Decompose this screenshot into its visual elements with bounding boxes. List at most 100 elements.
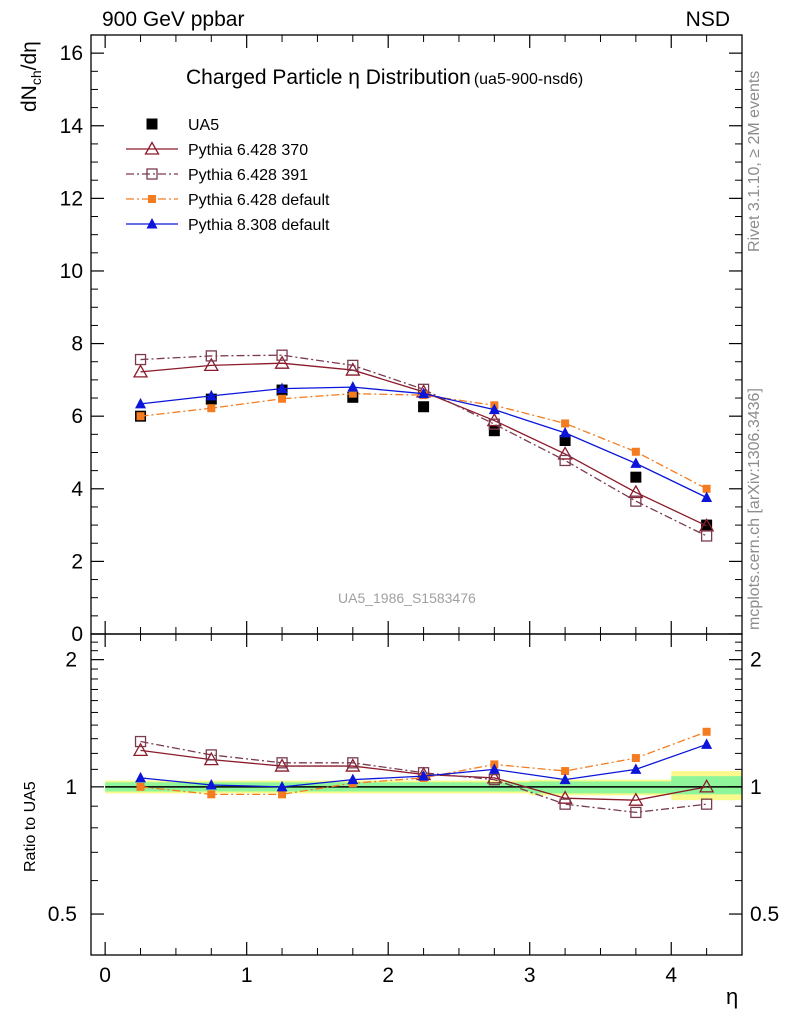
data-point-p8def-2 [276,382,288,394]
ratio-ytick-label: 0.5 [48,903,77,926]
ratio-point-p8def-7 [630,763,642,774]
ratio-ytick-label-right: 0.5 [750,903,779,926]
legend-marker-p6def [148,195,156,203]
main-ytick-label: 2 [71,550,83,573]
header-right-label: NSD [685,8,730,31]
ratio-point-p370-2 [274,758,290,772]
data-point-p6def-0 [136,412,145,421]
chart-title-text: Charged Particle η Distribution [186,66,471,89]
data-point-p370-7 [628,484,644,499]
data-point-p391-6 [559,454,571,467]
data-point-p6def-2 [278,394,287,403]
ratio-point-p391-1 [205,749,217,761]
ratio-ytick-label-right: 2 [750,649,762,672]
data-point-p6def-3 [348,389,357,398]
ratio-point-p391-5 [488,774,500,786]
data-point-p370-6 [557,446,573,460]
ratio-point-p8def-2 [276,780,288,792]
data-point-p370-1 [203,357,219,372]
series-line-p391 [140,354,707,537]
main-ytick-label: 4 [71,478,83,501]
legend-label-p6def: Pythia 6.428 default [188,192,330,209]
ratio-point-p391-7 [630,806,642,819]
data-point-p391-2 [276,349,288,361]
header-left-label: 900 GeV ppbar [102,8,245,31]
main-ytick-label: 8 [71,333,83,356]
ratio-point-p6def-6 [561,767,570,776]
side-text-rivet: Rivet 3.1.10, ≥ 2M events [746,70,763,252]
ratio-point-p6def-0 [136,782,145,791]
data-point-p8def-8 [701,491,713,503]
ratio-point-p370-6 [557,790,573,804]
ratio-point-p391-6 [559,798,571,810]
data-point-p8def-1 [205,389,217,401]
chart-subtitle: (ua5-900-nsd6) [473,71,584,88]
ratio-point-p8def-3 [347,773,359,785]
ratio-ytick-label: 1 [65,776,77,799]
ratio-point-p391-2 [276,757,288,769]
ratio-point-p8def-1 [205,779,217,790]
ratio-point-p370-1 [203,751,219,766]
y-axis-label-main-tail: /dη [18,41,41,71]
data-point-p391-7 [630,495,642,507]
ratio-point-p370-0 [132,742,149,757]
chart-title: Charged Particle η Distribution (ua5-900-… [186,66,583,90]
ratio-frame [90,633,743,956]
ratio-point-p391-0 [134,735,147,748]
main-ytick-label: 16 [60,42,83,65]
ratio-point-p391-3 [347,757,359,769]
main-ytick-label: 12 [60,187,83,210]
ratio-point-p8def-6 [559,773,571,785]
data-point-p6def-7 [631,447,640,456]
main-ytick-label: 0 [71,623,83,646]
ratio-point-p370-7 [628,792,644,806]
data-point-p370-3 [345,362,361,376]
legend-label-UA5: UA5 [188,117,219,134]
data-point-p8def-0 [135,397,147,409]
ratio-ytick-label: 2 [65,649,77,672]
legend: UA5 Pythia 6.428 370 Pythia 6.428 391 Pythi… [126,117,330,234]
data-point-p6def-6 [561,419,570,428]
xtick-label: 4 [665,964,677,987]
y-axis-label-main-stem: dN [18,85,41,112]
legend-marker-p370 [144,141,160,155]
data-point-UA5-5 [488,425,500,437]
y-axis-label-ratio: Ratio to UA5 [22,781,39,872]
data-point-UA5-4 [418,401,430,413]
data-point-p8def-3 [347,381,359,392]
ratio-ytick-label-right: 1 [750,776,762,799]
x-axis-label: η [726,984,739,1009]
data-point-p391-3 [347,359,359,372]
ratio-point-p6def-2 [278,790,287,799]
main-data-marks [132,349,715,542]
ratio-point-p370-8 [699,779,715,793]
data-point-p8def-7 [630,457,642,468]
data-point-p391-5 [488,418,500,430]
data-point-p391-8 [700,530,713,542]
legend-marker-UA5 [146,118,158,130]
data-point-p6def-1 [207,404,216,413]
ratio-point-p370-5 [486,770,502,784]
main-ytick-label: 10 [60,260,83,283]
xtick-label: 0 [99,964,111,987]
ratio-data-marks [132,727,715,819]
xtick-label: 2 [382,964,394,987]
ratio-point-p8def-0 [135,771,147,783]
xtick-label: 1 [241,964,253,987]
ratio-point-p6def-7 [631,754,640,763]
data-point-p6def-8 [702,484,711,493]
legend-marker-p391 [146,168,158,180]
data-point-UA5-6 [559,435,571,447]
ratio-point-p391-8 [700,798,713,810]
ratio-point-p8def-4 [418,770,430,781]
series-line-p370 [140,362,707,527]
main-ytick-label: 14 [60,115,84,138]
legend-marker-p8def [146,218,158,229]
data-point-p370-0 [132,364,149,378]
y-axis-label-main: dNch/dη [18,41,44,112]
data-point-p391-0 [134,353,147,366]
analysis-watermark: UA5_1986_S1583476 [338,590,476,606]
legend-label-p391: Pythia 6.428 391 [188,167,308,184]
